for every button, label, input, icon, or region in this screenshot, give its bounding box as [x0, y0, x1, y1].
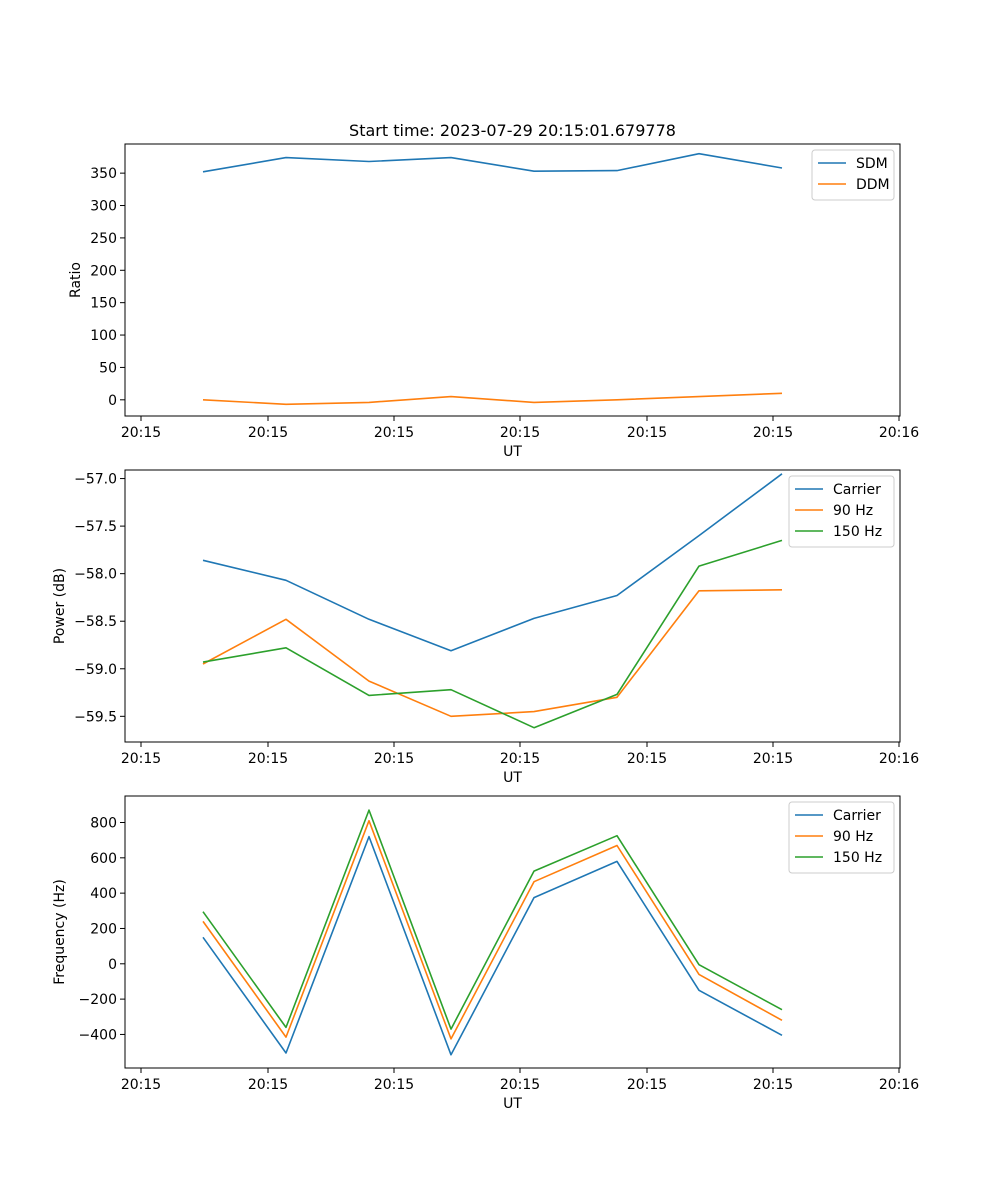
- x-axis-label: UT: [503, 444, 522, 460]
- series-line-sdm: [202, 152, 783, 173]
- series-line-90-hz: [202, 589, 783, 718]
- y-tick-label: −57.0: [74, 472, 117, 488]
- y-tick-label: 300: [90, 199, 117, 215]
- y-tick-label: 150: [90, 296, 117, 312]
- x-tick-label: 20:15: [753, 1077, 793, 1093]
- x-tick-label: 20:15: [121, 1077, 161, 1093]
- series-line-90-hz: [202, 819, 783, 1040]
- y-tick-label: −59.5: [74, 709, 117, 725]
- x-tick-label: 20:15: [121, 751, 161, 767]
- y-tick-label: −400: [79, 1027, 117, 1043]
- x-tick-label: 20:16: [879, 425, 919, 441]
- x-tick-label: 20:15: [248, 425, 288, 441]
- y-axis-label: Ratio: [68, 262, 84, 298]
- y-tick-label: 400: [90, 886, 117, 902]
- legend-label: 90 Hz: [833, 829, 873, 845]
- x-tick-label: 20:15: [627, 751, 667, 767]
- legend-label: 150 Hz: [833, 524, 882, 540]
- x-tick-label: 20:15: [248, 751, 288, 767]
- x-tick-label: 20:15: [500, 1077, 540, 1093]
- plot-frame: [124, 143, 901, 417]
- series-line-carrier: [202, 835, 783, 1056]
- legend-label: 90 Hz: [833, 503, 873, 519]
- y-tick-label: 350: [90, 166, 117, 182]
- x-tick-label: 20:15: [374, 751, 414, 767]
- chart-panel-3: 20:15 20:15 20:15 20:15 20:15 20:15 20:16 −400 −…: [52, 795, 919, 1112]
- x-tick-label: 20:15: [753, 751, 793, 767]
- x-axis-label: UT: [503, 770, 522, 786]
- y-tick-label: 600: [90, 851, 117, 867]
- x-tick-label: 20:15: [121, 425, 161, 441]
- legend: Carrier 90 Hz 150 Hz: [788, 475, 895, 548]
- plot-frame: [124, 469, 901, 743]
- legend-box: [788, 475, 895, 548]
- y-tick-label: 0: [108, 957, 117, 973]
- legend: SDM DDM: [811, 149, 895, 201]
- chart-panel-2: 20:15 20:15 20:15 20:15 20:15 20:15 20:16 −57.0…: [52, 469, 919, 786]
- x-tick-label: 20:15: [627, 425, 667, 441]
- y-tick-label: 50: [99, 360, 117, 376]
- x-tick-label: 20:15: [374, 425, 414, 441]
- y-tick-label: −58.0: [74, 567, 117, 583]
- x-axis-label: UT: [503, 1096, 522, 1112]
- y-tick-label: −200: [79, 992, 117, 1008]
- x-tick-label: 20:15: [627, 1077, 667, 1093]
- legend-label: 150 Hz: [833, 850, 882, 866]
- x-tick-label: 20:16: [879, 751, 919, 767]
- y-tick-label: −59.0: [74, 662, 117, 678]
- y-tick-label: 200: [90, 921, 117, 937]
- y-tick-label: 200: [90, 263, 117, 279]
- y-tick-label: 250: [90, 231, 117, 247]
- series-line-ddm: [202, 392, 783, 406]
- y-axis-label: Frequency (Hz): [52, 879, 68, 985]
- legend-label: Carrier: [833, 808, 881, 824]
- y-tick-label: −57.5: [74, 519, 117, 535]
- plot-frame: [124, 795, 901, 1069]
- legend: Carrier 90 Hz 150 Hz: [788, 801, 895, 874]
- y-tick-label: 100: [90, 328, 117, 344]
- y-tick-label: −58.5: [74, 614, 117, 630]
- y-tick-label: 0: [108, 393, 117, 409]
- legend-label: Carrier: [833, 482, 881, 498]
- x-tick-label: 20:15: [753, 425, 793, 441]
- series-line-carrier: [202, 473, 783, 652]
- x-tick-label: 20:15: [248, 1077, 288, 1093]
- chart-panel-1: 20:15 20:15 20:15 20:15 20:15 20:15 20:16 0 50 10…: [68, 121, 919, 460]
- legend-label: SDM: [856, 156, 888, 172]
- series-line-150-hz: [202, 809, 783, 1030]
- x-tick-label: 20:15: [500, 751, 540, 767]
- series-line-150-hz: [202, 539, 783, 729]
- x-tick-label: 20:16: [879, 1077, 919, 1093]
- y-tick-label: 800: [90, 815, 117, 831]
- y-axis-label: Power (dB): [52, 568, 68, 644]
- x-tick-label: 20:15: [500, 425, 540, 441]
- legend-box: [788, 801, 895, 874]
- chart-title: Start time: 2023-07-29 20:15:01.679778: [349, 121, 676, 140]
- x-tick-label: 20:15: [374, 1077, 414, 1093]
- legend-label: DDM: [856, 177, 890, 193]
